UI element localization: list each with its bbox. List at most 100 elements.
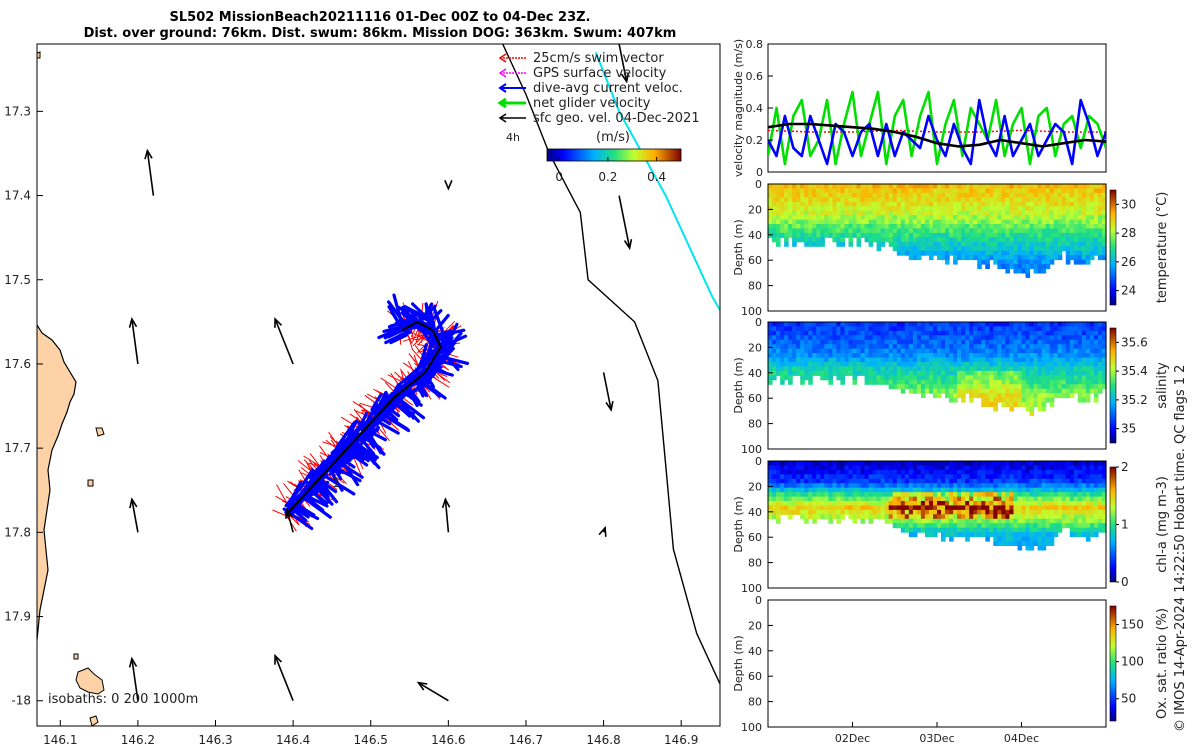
section-cell — [792, 322, 797, 327]
section-cell — [872, 353, 878, 359]
section-cell — [920, 201, 926, 207]
section-cell — [949, 206, 954, 212]
section-cell — [860, 348, 866, 354]
section-cell — [908, 206, 914, 212]
section-cell — [1037, 501, 1043, 506]
section-cell — [929, 465, 934, 471]
current-vector — [355, 440, 381, 470]
section-cell — [924, 487, 930, 493]
section-cell — [868, 210, 874, 216]
section-cell — [941, 388, 946, 394]
section-cell — [796, 357, 801, 363]
section-cell — [1089, 197, 1095, 203]
section-cell — [945, 487, 950, 493]
section-cell — [1102, 188, 1107, 194]
section-cell — [1009, 474, 1014, 480]
section-cell — [949, 241, 954, 247]
section-cell — [908, 241, 914, 247]
section-cell — [916, 322, 922, 327]
section-cell — [929, 388, 934, 394]
section-cell — [929, 188, 934, 194]
section-cell — [1065, 474, 1071, 480]
section-cell — [985, 505, 990, 511]
section-ylabel: Depth (m) — [732, 635, 745, 691]
section-cell — [1041, 357, 1047, 363]
section-cell — [1005, 501, 1010, 506]
section-cell — [768, 348, 773, 354]
section-cell — [1053, 237, 1059, 243]
section-cell — [904, 518, 910, 524]
section-cell — [920, 465, 926, 471]
section-cell — [1033, 326, 1039, 332]
section-cell — [1001, 536, 1006, 542]
section-cell — [880, 339, 886, 345]
section-cell — [824, 228, 829, 234]
section-cell — [965, 388, 970, 394]
section-cell — [920, 527, 926, 533]
section-cell — [1085, 483, 1091, 489]
section-cell — [1041, 523, 1047, 529]
velocity-series-geo_velocity — [768, 122, 1106, 148]
section-cell — [1029, 264, 1035, 269]
section-cell — [836, 224, 841, 229]
section-cell — [953, 357, 958, 363]
section-cell — [945, 375, 950, 381]
section-cell — [1073, 241, 1079, 247]
section-cell — [1025, 397, 1031, 403]
section-cell — [780, 215, 785, 221]
section-cell — [1005, 527, 1010, 533]
section-cell — [776, 362, 781, 367]
section-cell — [820, 237, 825, 243]
section-cell — [888, 224, 894, 229]
section-cell — [949, 322, 954, 327]
section-cell — [816, 483, 821, 489]
section-cell — [788, 505, 793, 511]
section-cell — [937, 330, 942, 336]
section-cell — [1009, 184, 1014, 189]
section-cell — [1005, 241, 1010, 247]
section-cell — [772, 224, 777, 229]
section-cell — [872, 514, 878, 520]
section-cell — [828, 224, 833, 229]
section-cell — [880, 335, 886, 341]
section-cell — [1017, 514, 1023, 520]
section-cell — [1009, 241, 1014, 247]
section-cell — [969, 184, 974, 189]
colorbar-tick-label: 24 — [1121, 284, 1136, 298]
section-cell — [981, 509, 986, 515]
section-cell — [780, 375, 785, 381]
section-cell — [969, 250, 974, 256]
section-cell — [816, 496, 821, 502]
section-cell — [920, 384, 926, 390]
section-cell — [860, 344, 866, 350]
section-cell — [888, 330, 894, 336]
section-cell — [868, 461, 874, 466]
section-cell — [788, 362, 793, 367]
legend-label: sfc geo. vel. 04-Dec-2021 — [533, 111, 700, 126]
section-cell — [888, 469, 894, 475]
section-cell — [912, 362, 918, 367]
section-cell — [792, 197, 797, 203]
section-cell — [772, 344, 777, 350]
section-cell — [872, 322, 878, 327]
section-cell — [836, 496, 841, 502]
section-cell — [985, 246, 990, 252]
section-cell — [896, 335, 902, 341]
section-cell — [1009, 255, 1014, 261]
section-cell — [933, 366, 938, 372]
section-cell — [989, 532, 994, 538]
section-cell — [884, 518, 890, 524]
section-cell — [800, 474, 805, 480]
current-vector — [414, 319, 435, 349]
section-cell — [776, 509, 781, 515]
section-cell — [816, 487, 821, 493]
section-cell — [1037, 527, 1043, 533]
section-cell — [780, 192, 785, 198]
section-cell — [920, 393, 926, 399]
section-cell — [836, 232, 841, 238]
section-cell — [772, 339, 777, 345]
section-cell — [908, 362, 914, 367]
section-cell — [965, 224, 970, 229]
section-cell — [832, 370, 837, 376]
section-cell — [920, 339, 926, 345]
